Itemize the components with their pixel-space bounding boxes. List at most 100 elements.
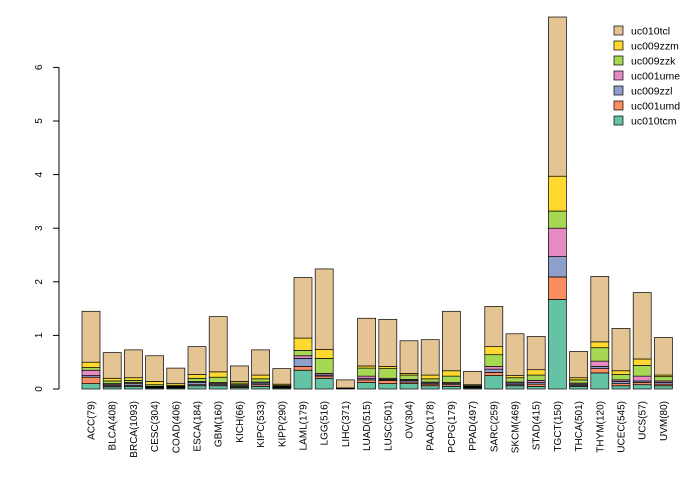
bar-segment-uc009zzk bbox=[378, 368, 398, 379]
bar-segment-uc009zzk bbox=[399, 374, 419, 380]
legend-label-uc009zzm: uc009zzm bbox=[631, 41, 679, 53]
bar-segment-uc010tcl bbox=[166, 367, 186, 384]
x-tick-label: KIPP(290) bbox=[277, 401, 288, 447]
bar-segment-uc009zzk bbox=[611, 374, 631, 381]
bar-segment-uc010tcm bbox=[611, 385, 631, 390]
bar-segment-uc001umd bbox=[81, 376, 101, 384]
bar-segment-uc009zzl bbox=[548, 256, 567, 278]
bar-segment-uc010tcl bbox=[102, 352, 122, 379]
bar-segment-uc009zzk bbox=[505, 377, 525, 383]
bar-segment-uc009zzm bbox=[293, 337, 313, 351]
bar-segment-uc010tcm bbox=[548, 299, 567, 390]
bar-segment-uc010tcm bbox=[569, 385, 588, 390]
bar-segment-uc009zzm bbox=[526, 369, 546, 376]
legend-swatch-uc001umd bbox=[613, 100, 624, 111]
bar-segment-uc009zzk bbox=[251, 378, 270, 383]
bar-segment-uc010tcl bbox=[420, 339, 440, 376]
bar-segment-uc009zzk bbox=[484, 354, 504, 367]
bar-segment-uc010tcm bbox=[357, 382, 376, 390]
bar-segment-uc009zzm bbox=[590, 341, 610, 349]
bar-segment-uc009zzm bbox=[145, 381, 164, 386]
x-tick-label: PAAD(178) bbox=[426, 401, 437, 451]
x-tick-label: LGG(516) bbox=[320, 401, 331, 445]
bar-segment-uc001ume bbox=[81, 369, 101, 376]
bar-segment-uc010tcl bbox=[336, 379, 355, 389]
bar-segment-uc009zzm bbox=[124, 377, 143, 381]
bar-segment-uc010tcm bbox=[251, 385, 270, 390]
bar-segment-uc009zzl bbox=[484, 368, 504, 373]
bar-segment-uc009zzk bbox=[632, 365, 652, 377]
bar-segment-uc001ume bbox=[484, 366, 504, 370]
x-tick-label: UCEC(545) bbox=[617, 401, 628, 453]
y-tick-label: 3 bbox=[34, 225, 45, 231]
x-tick-label: STAD(415) bbox=[532, 401, 543, 450]
bar-segment-uc010tcl bbox=[314, 268, 334, 350]
bar-segment-uc009zzk bbox=[590, 347, 610, 362]
bar-segment-uc001umd bbox=[484, 372, 504, 376]
x-tick-label: PCPG(179) bbox=[447, 401, 458, 453]
bar-segment-uc010tcm bbox=[187, 385, 207, 390]
bar-segment-uc010tcm bbox=[590, 372, 610, 390]
y-tick-label: 5 bbox=[34, 118, 45, 124]
bar-segment-uc010tcm bbox=[420, 385, 440, 390]
bar-segment-uc009zzm bbox=[187, 374, 207, 379]
x-tick-label: CESC(304) bbox=[150, 401, 161, 452]
bar-segment-uc010tcl bbox=[611, 328, 631, 372]
legend-label-uc009zzk: uc009zzk bbox=[631, 56, 676, 68]
bar-segment-uc010tcl bbox=[526, 336, 546, 371]
x-tick-label: OV(304) bbox=[405, 401, 416, 439]
bar-segment-uc009zzm bbox=[314, 348, 334, 359]
x-tick-label: TGCT(150) bbox=[553, 401, 564, 452]
x-tick-label: LAML(179) bbox=[299, 401, 310, 450]
x-tick-label: ESCA(184) bbox=[193, 401, 204, 452]
legend-swatch-uc009zzk bbox=[613, 55, 624, 66]
bar-segment-uc009zzk bbox=[442, 375, 461, 383]
y-tick-label: 2 bbox=[34, 279, 45, 285]
x-tick-label: ACC(79) bbox=[87, 401, 98, 440]
legend-swatch-uc010tcm bbox=[613, 115, 624, 126]
bar-segment-uc009zzk bbox=[314, 358, 334, 374]
bar-segment-uc010tcm bbox=[442, 385, 461, 390]
bar-segment-uc009zzk bbox=[293, 350, 313, 357]
x-tick-label: COAD(406) bbox=[171, 401, 182, 453]
bar-segment-uc010tcl bbox=[251, 349, 270, 376]
x-tick-label: THCA(501) bbox=[574, 401, 585, 452]
x-tick-label: UCS(57) bbox=[638, 401, 649, 440]
bar-segment-uc009zzm bbox=[420, 374, 440, 380]
bar-segment-uc010tcl bbox=[230, 365, 249, 382]
x-tick-label: LUAD(515) bbox=[362, 401, 373, 451]
x-tick-label: BRCA(1093) bbox=[129, 401, 140, 458]
bar-segment-uc010tcm bbox=[399, 383, 419, 390]
bar-segment-uc001umd bbox=[590, 368, 610, 374]
bar-segment-uc001umd bbox=[293, 366, 313, 371]
x-tick-label: BLCA(408) bbox=[108, 401, 119, 450]
bar-segment-uc009zzm bbox=[102, 377, 122, 382]
bar-segment-uc009zzm bbox=[632, 358, 652, 366]
bar-segment-uc010tcl bbox=[357, 317, 376, 367]
bar-segment-uc001umd bbox=[357, 379, 376, 383]
x-tick-label: KICH(66) bbox=[235, 401, 246, 443]
bar-segment-uc009zzm bbox=[208, 371, 228, 378]
legend-swatch-uc010tcl bbox=[613, 25, 624, 36]
bar-segment-uc010tcl bbox=[463, 370, 482, 386]
bar-segment-uc010tcm bbox=[124, 385, 143, 390]
bar-segment-uc009zzm bbox=[251, 374, 270, 380]
bar-segment-uc001ume bbox=[293, 355, 313, 359]
legend-swatch-uc009zzm bbox=[613, 40, 624, 51]
x-tick-label: GBM(160) bbox=[214, 401, 225, 447]
bar-segment-uc010tcl bbox=[654, 337, 673, 376]
bar-segment-uc009zzk bbox=[548, 210, 567, 229]
bar-segment-uc009zzk bbox=[102, 380, 122, 384]
x-tick-label: SKCM(469) bbox=[511, 401, 522, 453]
bar-segment-uc001umd bbox=[378, 380, 398, 384]
legend-label-uc010tcl: uc010tcl bbox=[631, 26, 670, 38]
legend-label-uc001ume: uc001ume bbox=[631, 71, 680, 83]
bar-segment-uc009zzk bbox=[420, 378, 440, 383]
x-axis-labels: ACC(79) BLCA(408) BRCA(1093) CESC(304) COAD(… bbox=[87, 401, 670, 458]
legend-swatch-uc009zzl bbox=[613, 85, 624, 96]
bar-segment-uc001ume bbox=[548, 227, 567, 257]
bar-segment-uc009zzk bbox=[526, 374, 546, 381]
bar-segment-uc001ume bbox=[590, 360, 610, 367]
bar-segment-uc010tcm bbox=[81, 383, 101, 390]
